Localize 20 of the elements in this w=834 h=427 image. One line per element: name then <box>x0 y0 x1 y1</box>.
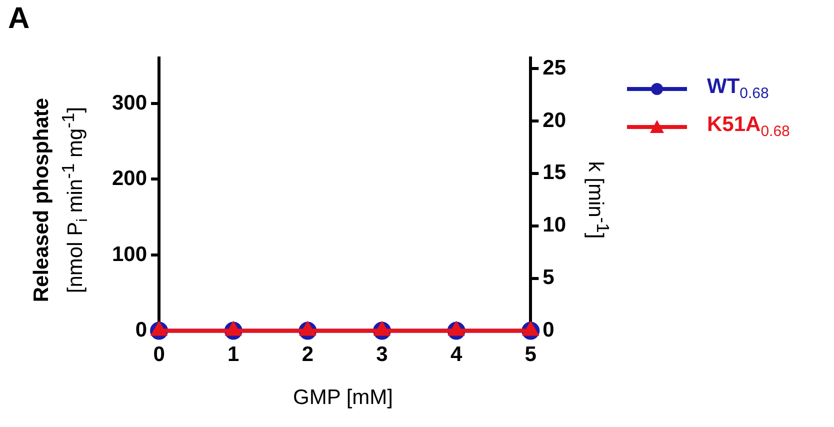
y2-tick-label: 20 <box>542 108 566 132</box>
y-tick-label: 200 <box>112 167 148 190</box>
y2-tick-label: 15 <box>542 161 566 184</box>
legend-label: WT$_{0.68}$ <box>707 75 769 103</box>
x-tick-label: 0 <box>153 343 165 366</box>
y-tick-label: 100 <box>112 242 148 266</box>
x-tick-label: 2 <box>302 343 314 366</box>
legend-label: K51A$_{0.68}$ <box>707 113 790 141</box>
y2-tick-label: 5 <box>542 266 555 290</box>
x-tick-label: 3 <box>376 343 388 366</box>
y2-tick-label: 10 <box>542 214 566 237</box>
x-tick-label: 5 <box>524 343 537 366</box>
chart-title: A <box>8 2 30 36</box>
x-tick-label: 1 <box>228 343 240 366</box>
y2-tick-label: 0 <box>542 318 554 342</box>
y2-tick-label: 25 <box>542 56 566 80</box>
y-tick-label: 0 <box>135 318 148 342</box>
y-tick-label: 300 <box>112 91 148 114</box>
x-axis-title: GMP [mM] <box>293 386 393 410</box>
x-tick-label: 4 <box>450 343 462 366</box>
